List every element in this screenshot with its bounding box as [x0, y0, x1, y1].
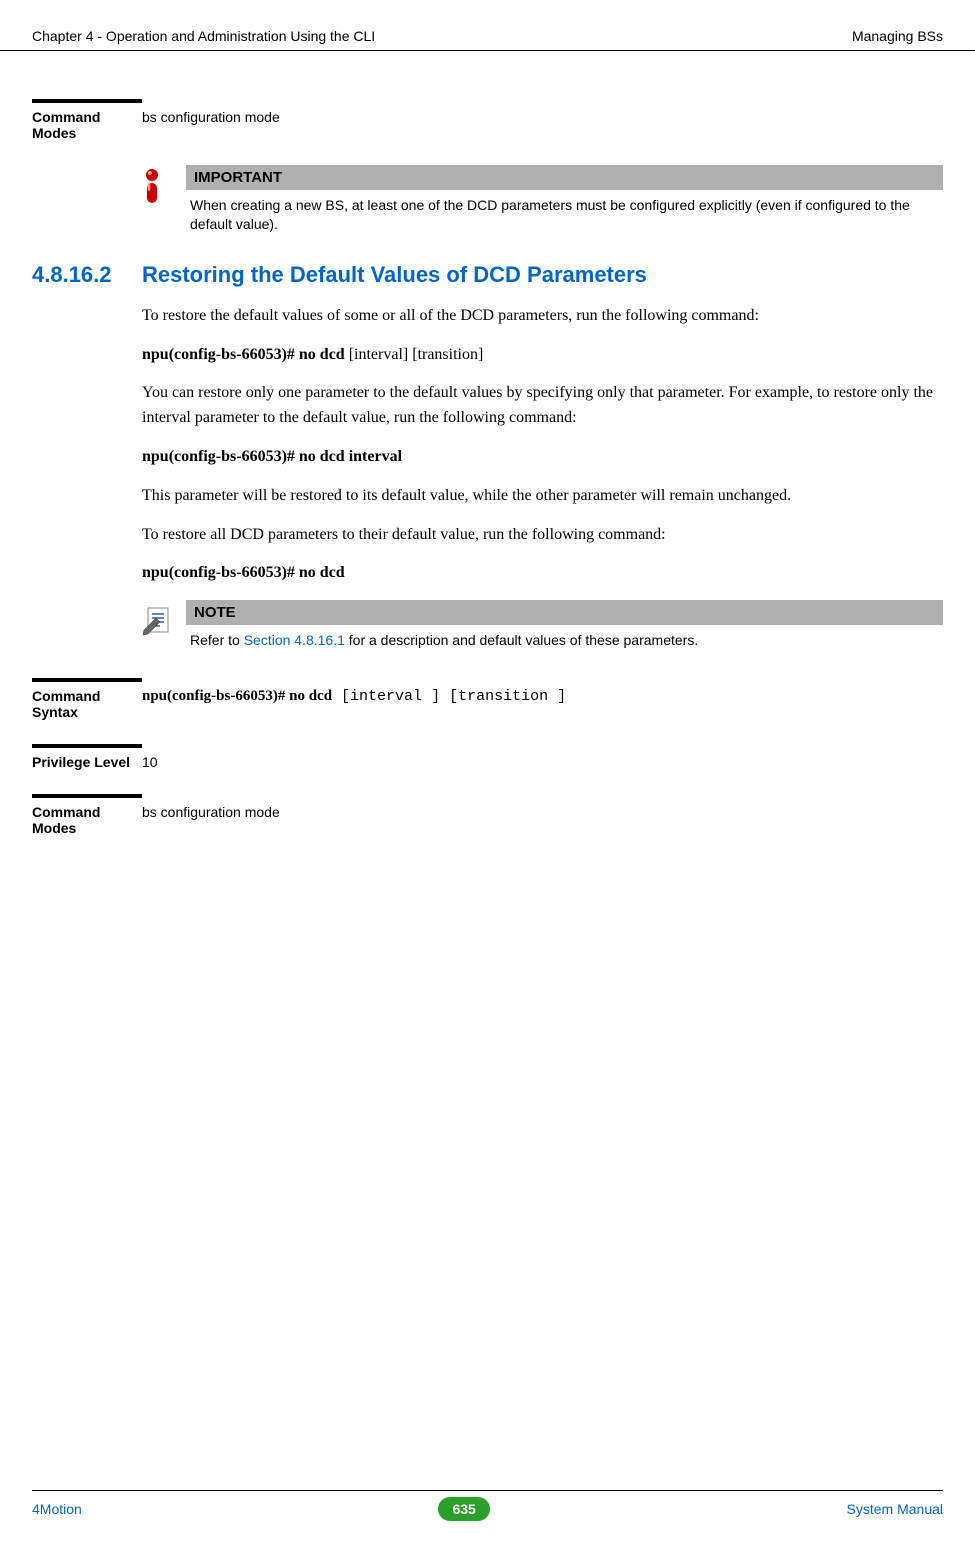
footer-right: System Manual: [847, 1501, 943, 1517]
important-body: IMPORTANT When creating a new BS, at lea…: [186, 165, 943, 234]
command-modes-value-2: bs configuration mode: [142, 794, 943, 836]
note-suffix: for a description and default values of …: [345, 632, 698, 648]
note-link[interactable]: Section 4.8.16.1: [244, 632, 345, 648]
page-number: 635: [438, 1497, 489, 1521]
privilege-level-block: Privilege Level 10: [32, 744, 943, 770]
syntax-rest: [interval ] [transition ]: [332, 688, 566, 705]
command-syntax-value: npu(config-bs-66053)# no dcd [interval ]…: [142, 678, 943, 720]
privilege-level-value: 10: [142, 744, 943, 770]
note-title: NOTE: [186, 600, 943, 625]
note-icon: [142, 600, 186, 650]
note-prefix: Refer to: [190, 632, 244, 648]
cmd1-rest: [interval] [transition]: [345, 346, 484, 363]
command-syntax-block: Command Syntax npu(config-bs-66053)# no …: [32, 678, 943, 720]
main-content: Command Modes bs configuration mode IMPO…: [0, 99, 975, 836]
command-example-2: npu(config-bs-66053)# no dcd interval: [142, 445, 943, 470]
page-header: Chapter 4 - Operation and Administration…: [0, 0, 975, 51]
header-left: Chapter 4 - Operation and Administration…: [32, 28, 375, 44]
paragraph-2: You can restore only one parameter to th…: [142, 381, 943, 431]
cmd1-bold: npu(config-bs-66053)# no dcd: [142, 346, 345, 363]
section-heading: 4.8.16.2 Restoring the Default Values of…: [32, 262, 943, 288]
page-footer: 4Motion 635 System Manual: [32, 1490, 943, 1521]
syntax-bold: npu(config-bs-66053)# no dcd: [142, 688, 332, 704]
section-title: Restoring the Default Values of DCD Para…: [142, 262, 647, 288]
command-modes-block: Command Modes bs configuration mode: [32, 99, 943, 141]
paragraph-4: To restore all DCD parameters to their d…: [142, 523, 943, 548]
important-text: When creating a new BS, at least one of …: [186, 196, 943, 234]
important-title: IMPORTANT: [186, 165, 943, 190]
command-example-3: npu(config-bs-66053)# no dcd: [142, 561, 943, 586]
command-modes-label-2: Command Modes: [32, 794, 142, 836]
command-example-1: npu(config-bs-66053)# no dcd [interval] …: [142, 343, 943, 368]
paragraph-1: To restore the default values of some or…: [142, 304, 943, 329]
command-modes-value: bs configuration mode: [142, 99, 943, 141]
note-body: NOTE Refer to Section 4.8.16.1 for a des…: [186, 600, 943, 650]
important-callout: IMPORTANT When creating a new BS, at lea…: [142, 165, 943, 234]
note-text: Refer to Section 4.8.16.1 for a descript…: [186, 631, 943, 650]
command-modes-label: Command Modes: [32, 99, 142, 141]
command-modes-block-2: Command Modes bs configuration mode: [32, 794, 943, 836]
footer-left: 4Motion: [32, 1501, 82, 1517]
section-number: 4.8.16.2: [32, 262, 142, 288]
header-right: Managing BSs: [852, 28, 943, 44]
note-callout: NOTE Refer to Section 4.8.16.1 for a des…: [142, 600, 943, 650]
important-icon: [142, 165, 186, 234]
paragraph-3: This parameter will be restored to its d…: [142, 484, 943, 509]
command-syntax-label: Command Syntax: [32, 678, 142, 720]
privilege-level-label: Privilege Level: [32, 744, 142, 770]
